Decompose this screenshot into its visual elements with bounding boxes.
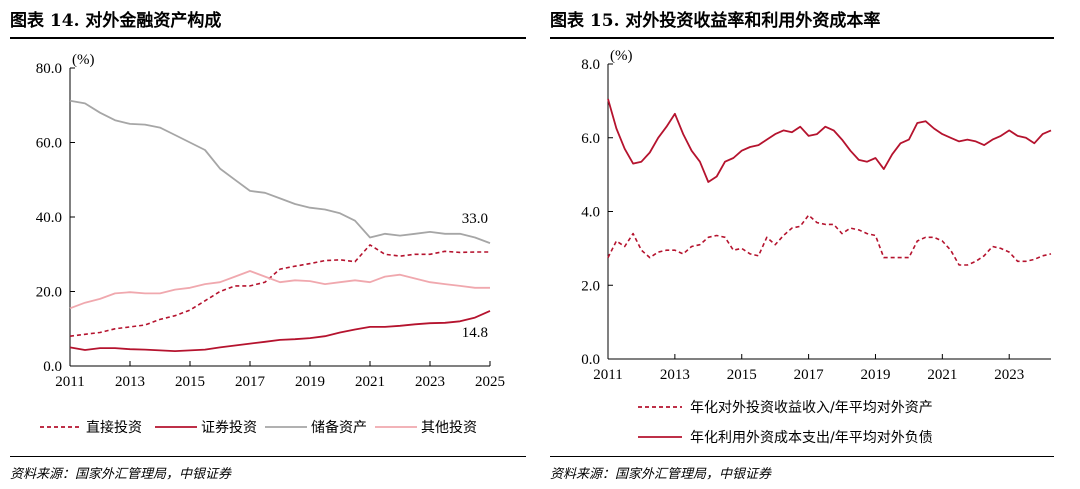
fig15-y-tick-label: 4.0: [581, 205, 600, 221]
fig14-y-tick-label: 60.0: [36, 136, 62, 152]
fig14-data-label: 33.0: [462, 211, 488, 227]
figure-14-title: 图表 14. 对外金融资产构成: [10, 11, 222, 31]
figure-14-source-rule: [10, 456, 526, 457]
fig15-y-tick-label: 2.0: [581, 278, 600, 294]
fig15-line-series-1: [607, 98, 1052, 183]
figure-15-title: 图表 15. 对外投资收益率和利用外资成本率: [550, 11, 881, 31]
figure-14-chart: 0.0 20.0 40.0 60.0 80.0 (%) 2011 2013 2015 2017 20…: [36, 52, 505, 436]
fig15-x-tick-label: 2015: [727, 367, 757, 383]
fig14-legend-label: 其他投资: [421, 420, 477, 436]
fig15-unit-label: (%): [610, 48, 633, 64]
fig14-x-tick-label: 2019: [295, 374, 325, 390]
fig14-x-tick-label: 2023: [415, 374, 445, 390]
fig14-x-tick-label: 2013: [115, 374, 145, 390]
figure-14-panel: 图表 14. 对外金融资产构成 0.0 20.0 40.0 60.0 80.0 (%) 20…: [0, 0, 528, 489]
fig15-x-tick-label: 2021: [927, 367, 957, 383]
fig15-x-tick-label: 2013: [660, 367, 690, 383]
fig14-data-label: 14.8: [462, 325, 488, 341]
fig14-line-series-0: [69, 244, 490, 337]
fig14-legend-label: 储备资产: [311, 419, 367, 436]
figure-14-title-rule: [10, 37, 526, 39]
fig14-line-series-1: [69, 310, 491, 353]
figure-14-source: 资料来源：国家外汇管理局，中银证券: [10, 467, 232, 482]
fig14-legend-label: 直接投资: [86, 419, 142, 436]
figure-15-chart: 0.0 2.0 4.0 6.0 8.0 (%) 2011 2013 2015 2017 2019 20…: [581, 48, 1052, 446]
fig15-y-tick-label: 6.0: [581, 131, 600, 147]
fig15-y-tick-label: 8.0: [581, 57, 600, 73]
fig14-line-series-2: [69, 99, 491, 244]
fig15-line-series-0: [607, 214, 1052, 266]
fig15-y-tick-label: 0.0: [581, 352, 600, 368]
fig15-x-tick-label: 2019: [860, 367, 890, 383]
figure-15-source: 资料来源：国家外汇管理局，中银证券: [550, 467, 772, 482]
fig15-legend-label: 年化利用外资成本支出/年平均对外负债: [690, 430, 933, 446]
fig14-x-tick-label: 2015: [175, 374, 205, 390]
fig14-line-series-3: [69, 270, 490, 310]
fig15-x-tick-label: 2017: [794, 367, 825, 383]
fig14-x-tick-label: 2011: [55, 374, 84, 390]
fig14-y-tick-label: 20.0: [36, 285, 62, 301]
fig15-x-tick-label: 2023: [994, 367, 1024, 383]
figure-15-source-rule: [550, 456, 1054, 457]
fig14-unit-label: (%): [72, 52, 95, 68]
fig14-x-tick-label: 2021: [355, 374, 385, 390]
fig15-x-tick-label: 2011: [593, 367, 622, 383]
figure-15-title-rule: [550, 37, 1054, 39]
fig14-y-tick-label: 40.0: [36, 210, 62, 226]
figure-15-panel: 图表 15. 对外投资收益率和利用外资成本率 0.0 2.0 4.0 6.0 8.0 (%…: [548, 0, 1080, 489]
fig15-legend-label: 年化对外投资收益收入/年平均对外资产: [690, 400, 933, 416]
fig14-x-tick-label: 2025: [475, 374, 505, 390]
fig14-legend-label: 证券投资: [201, 420, 257, 436]
fig14-y-tick-label: 80.0: [36, 61, 62, 77]
fig14-x-tick-label: 2017: [235, 374, 266, 390]
fig14-y-tick-label: 0.0: [43, 359, 62, 375]
